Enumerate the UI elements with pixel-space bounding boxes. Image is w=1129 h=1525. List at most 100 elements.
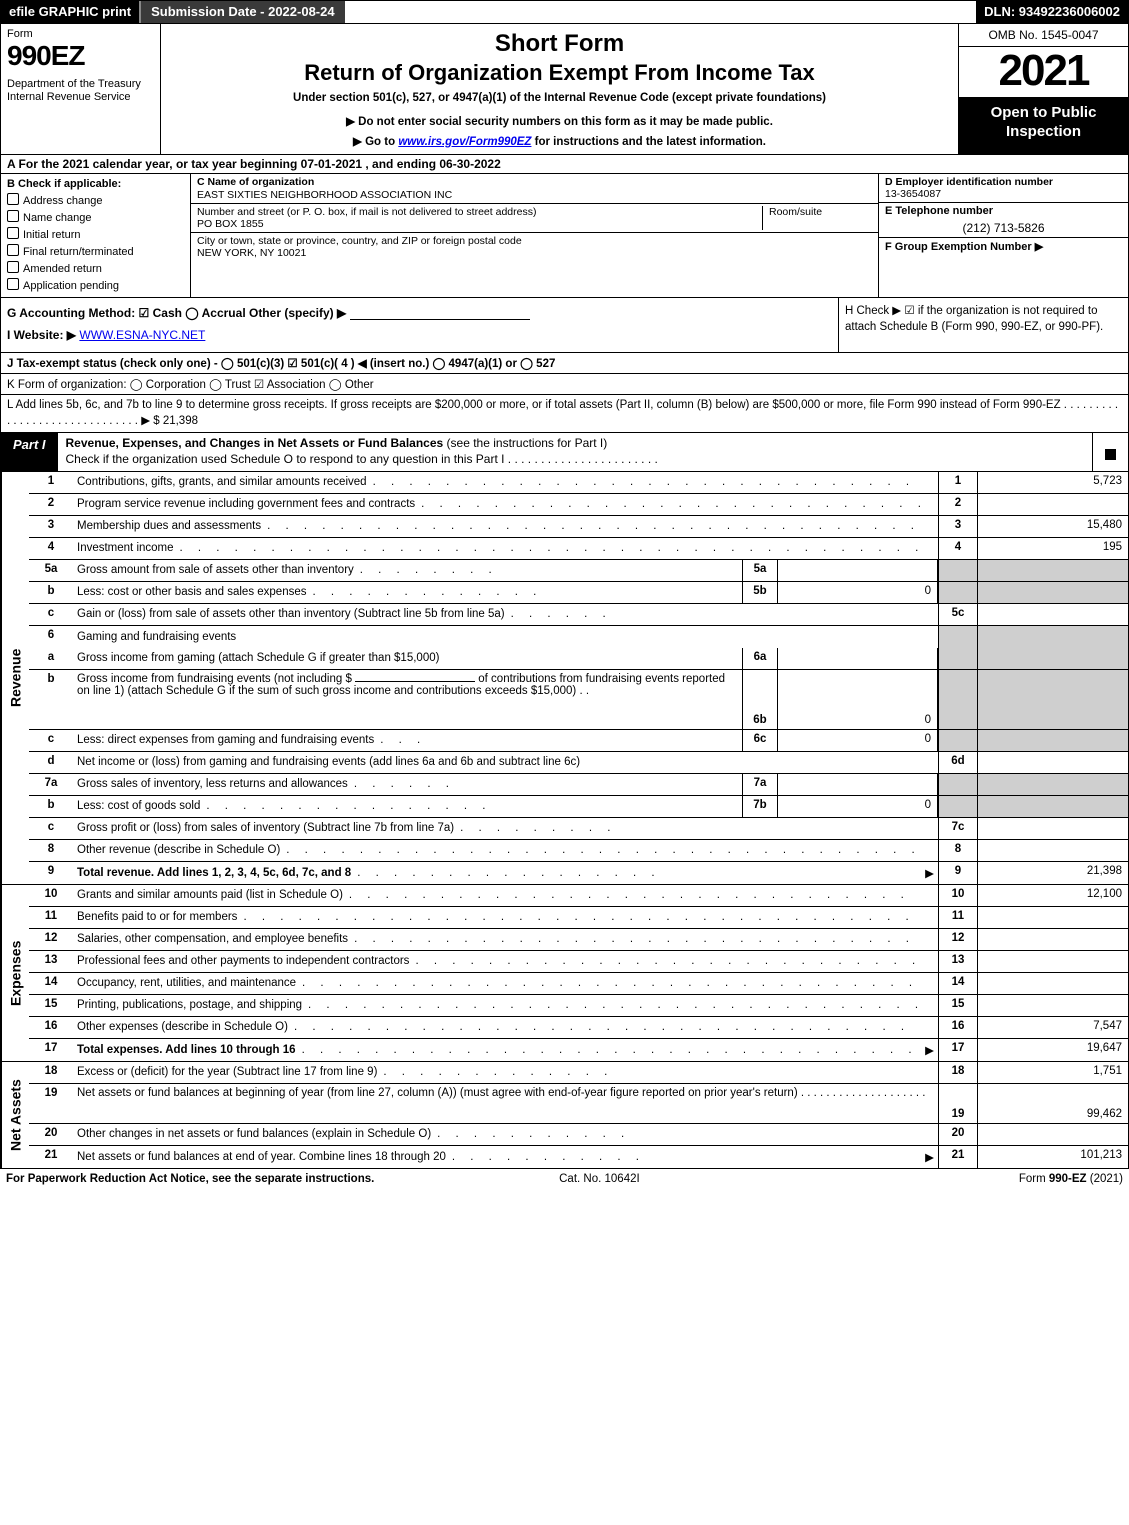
- l15-desc: Printing, publications, postage, and shi…: [73, 995, 938, 1016]
- section-i: I Website: ▶ WWW.ESNA-NYC.NET: [7, 328, 832, 342]
- l6a-num: a: [29, 648, 73, 669]
- section-def: D Employer identification number 13-3654…: [878, 174, 1128, 297]
- cb-application-pending[interactable]: Application pending: [7, 278, 184, 295]
- org-name: EAST SIXTIES NEIGHBORHOOD ASSOCIATION IN…: [197, 189, 452, 201]
- line-14: 14 Occupancy, rent, utilities, and maint…: [29, 973, 1128, 995]
- i-label: I Website: ▶: [7, 328, 76, 342]
- l11-amt: [978, 907, 1128, 928]
- l7a-num: 7a: [29, 774, 73, 795]
- l15-box: 15: [938, 995, 978, 1016]
- l5b-amt-shade: [978, 582, 1128, 603]
- cb-final-return[interactable]: Final return/terminated: [7, 244, 184, 261]
- l19-num: 19: [29, 1084, 73, 1123]
- l5b-desc: Less: cost or other basis and sales expe…: [73, 582, 742, 603]
- l5b-box-shade: [938, 582, 978, 603]
- l6c-desc: Less: direct expenses from gaming and fu…: [73, 730, 742, 751]
- l18-dots: . . . . . . . . . . . . .: [383, 1066, 928, 1078]
- part1-grid: Revenue 1 Contributions, gifts, grants, …: [0, 472, 1129, 1168]
- l18-box: 18: [938, 1062, 978, 1083]
- l7c-dots: . . . . . . . . .: [460, 822, 928, 834]
- l3-box: 3: [938, 516, 978, 537]
- l5a-desc: Gross amount from sale of assets other t…: [73, 560, 742, 581]
- line-8: 8 Other revenue (describe in Schedule O)…: [29, 840, 1128, 862]
- cb-amended-return[interactable]: Amended return: [7, 261, 184, 278]
- l11-dots: . . . . . . . . . . . . . . . . . . . . …: [243, 911, 928, 923]
- header-sub1: Under section 501(c), 527, or 4947(a)(1)…: [171, 92, 948, 104]
- sub3-post: for instructions and the latest informat…: [531, 136, 766, 148]
- l6c-text: Less: direct expenses from gaming and fu…: [77, 734, 374, 746]
- short-form-title: Short Form: [171, 30, 948, 58]
- footer-right-pre: Form: [1019, 1173, 1049, 1185]
- line-2: 2 Program service revenue including gove…: [29, 494, 1128, 516]
- form-header: Form 990EZ Department of the Treasury In…: [0, 24, 1129, 155]
- inspection-label: Open to Public Inspection: [959, 98, 1128, 154]
- f-label: F Group Exemption Number ▶: [885, 241, 1043, 253]
- efile-label[interactable]: efile GRAPHIC print: [1, 1, 139, 23]
- l4-num: 4: [29, 538, 73, 559]
- section-g: G Accounting Method: ☑ Cash ◯ Accrual Ot…: [7, 306, 832, 320]
- l6-num: 6: [29, 626, 73, 648]
- part1-dots: . . . . . . . . . . . . . . . . . . . . …: [508, 452, 658, 466]
- dln-label: DLN: 93492236006002: [976, 1, 1128, 23]
- line-13: 13 Professional fees and other payments …: [29, 951, 1128, 973]
- l7a-sublab: 7a: [742, 774, 778, 795]
- l7b-dots: . . . . . . . . . . . . . . . .: [206, 800, 732, 812]
- l7c-amt: [978, 818, 1128, 839]
- room-suite: Room/suite: [762, 206, 872, 230]
- l6-amt-shade: [978, 626, 1128, 648]
- l9-text: Total revenue. Add lines 1, 2, 3, 4, 5c,…: [77, 867, 351, 879]
- l12-text: Salaries, other compensation, and employ…: [77, 933, 348, 945]
- l21-arrow-icon: ▶: [925, 1150, 934, 1164]
- g-text: G Accounting Method: ☑ Cash ◯ Accrual Ot…: [7, 306, 346, 320]
- l6b-blank: [355, 681, 475, 682]
- cb-name-change[interactable]: Name change: [7, 210, 184, 227]
- l15-num: 15: [29, 995, 73, 1016]
- top-bar: efile GRAPHIC print Submission Date - 20…: [0, 0, 1129, 24]
- l7a-desc: Gross sales of inventory, less returns a…: [73, 774, 742, 795]
- cb-address-change[interactable]: Address change: [7, 193, 184, 210]
- l6b-box-shade: [938, 670, 978, 729]
- cb-initial-return[interactable]: Initial return: [7, 227, 184, 244]
- line-6: 6 Gaming and fundraising events: [29, 626, 1128, 648]
- l18-desc: Excess or (deficit) for the year (Subtra…: [73, 1062, 938, 1083]
- submission-date: Submission Date - 2022-08-24: [139, 1, 345, 23]
- l7b-sublab: 7b: [742, 796, 778, 817]
- l6b-subamt: 0: [778, 670, 938, 729]
- l2-text: Program service revenue including govern…: [77, 498, 415, 510]
- phone-value: (212) 713-5826: [885, 221, 1122, 235]
- l14-box: 14: [938, 973, 978, 994]
- l1-desc: Contributions, gifts, grants, and simila…: [73, 472, 938, 493]
- c-label: C Name of organization: [197, 176, 314, 188]
- l6a-sublab: 6a: [742, 648, 778, 669]
- l9-amt: 21,398: [978, 862, 1128, 884]
- irs-link[interactable]: www.irs.gov/Form990EZ: [398, 136, 531, 148]
- part1-note: (see the instructions for Part I): [447, 436, 608, 450]
- l4-amt: 195: [978, 538, 1128, 559]
- l21-num: 21: [29, 1146, 73, 1168]
- section-f: F Group Exemption Number ▶: [879, 238, 1128, 255]
- header-left: Form 990EZ Department of the Treasury In…: [1, 24, 161, 154]
- l6d-text: Net income or (loss) from gaming and fun…: [77, 756, 580, 768]
- l5c-dots: . . . . . .: [511, 608, 928, 620]
- l15-dots: . . . . . . . . . . . . . . . . . . . . …: [308, 999, 928, 1011]
- d-label: D Employer identification number: [885, 176, 1053, 188]
- website-link[interactable]: WWW.ESNA-NYC.NET: [79, 328, 205, 342]
- line-3: 3 Membership dues and assessments. . . .…: [29, 516, 1128, 538]
- part1-checkbox-icon[interactable]: [1105, 449, 1116, 460]
- line-5b: b Less: cost or other basis and sales ex…: [29, 582, 1128, 604]
- l16-box: 16: [938, 1017, 978, 1038]
- line-9: 9 Total revenue. Add lines 1, 2, 3, 4, 5…: [29, 862, 1128, 884]
- section-g-i: G Accounting Method: ☑ Cash ◯ Accrual Ot…: [1, 298, 838, 352]
- l7c-text: Gross profit or (loss) from sales of inv…: [77, 822, 454, 834]
- l20-box: 20: [938, 1124, 978, 1145]
- l19-amt: 99,462: [978, 1084, 1128, 1123]
- l6c-box-shade: [938, 730, 978, 751]
- l6b-amt-shade: [978, 670, 1128, 729]
- l8-text: Other revenue (describe in Schedule O): [77, 844, 280, 856]
- part1-text: Revenue, Expenses, and Changes in Net As…: [58, 433, 1092, 470]
- section-k: K Form of organization: ◯ Corporation ◯ …: [0, 374, 1129, 395]
- l21-box: 21: [938, 1146, 978, 1168]
- l1-dots: . . . . . . . . . . . . . . . . . . . . …: [373, 476, 928, 488]
- section-b-label: B Check if applicable:: [7, 176, 184, 193]
- section-j: J Tax-exempt status (check only one) - ◯…: [0, 353, 1129, 374]
